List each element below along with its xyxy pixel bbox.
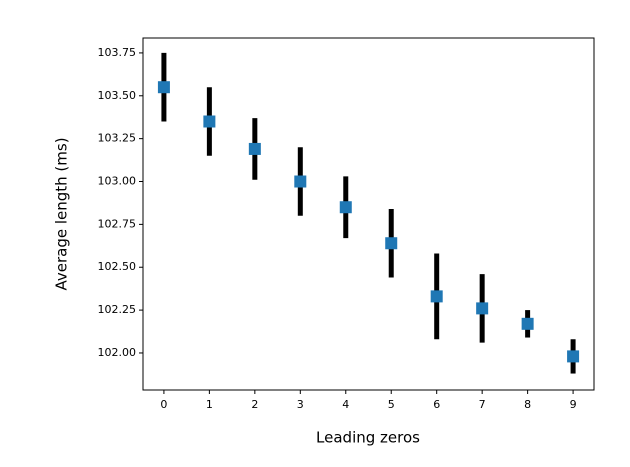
x-tick-label: 7 [479, 398, 486, 411]
y-tick-label: 103.25 [98, 132, 137, 145]
point [385, 237, 398, 250]
x-tick-label: 6 [433, 398, 440, 411]
y-tick-label: 102.75 [98, 217, 137, 230]
plot-frame [142, 37, 595, 391]
x-tick-label: 0 [160, 398, 167, 411]
point [521, 317, 534, 330]
point [203, 115, 216, 128]
point [248, 142, 261, 155]
point [476, 302, 489, 315]
point [294, 175, 307, 188]
point [430, 290, 443, 303]
y-tick-label: 103.75 [98, 46, 137, 59]
x-axis-label: Leading zeros [316, 429, 420, 447]
point [157, 81, 170, 94]
point [567, 350, 580, 363]
x-tick-label: 2 [251, 398, 258, 411]
x-tick-label: 8 [524, 398, 531, 411]
y-tick-label: 103.00 [98, 175, 137, 188]
x-tick-label: 9 [570, 398, 577, 411]
x-tick-label: 5 [388, 398, 395, 411]
y-tick-label: 102.00 [98, 346, 137, 359]
y-tick-label: 102.50 [98, 260, 137, 273]
x-tick-label: 3 [297, 398, 304, 411]
x-tick-label: 1 [206, 398, 213, 411]
x-tick-label: 4 [342, 398, 349, 411]
y-tick-label: 102.25 [98, 303, 137, 316]
y-axis-label: Average length (ms) [53, 137, 71, 290]
y-tick-label: 103.50 [98, 89, 137, 102]
point [339, 201, 352, 214]
